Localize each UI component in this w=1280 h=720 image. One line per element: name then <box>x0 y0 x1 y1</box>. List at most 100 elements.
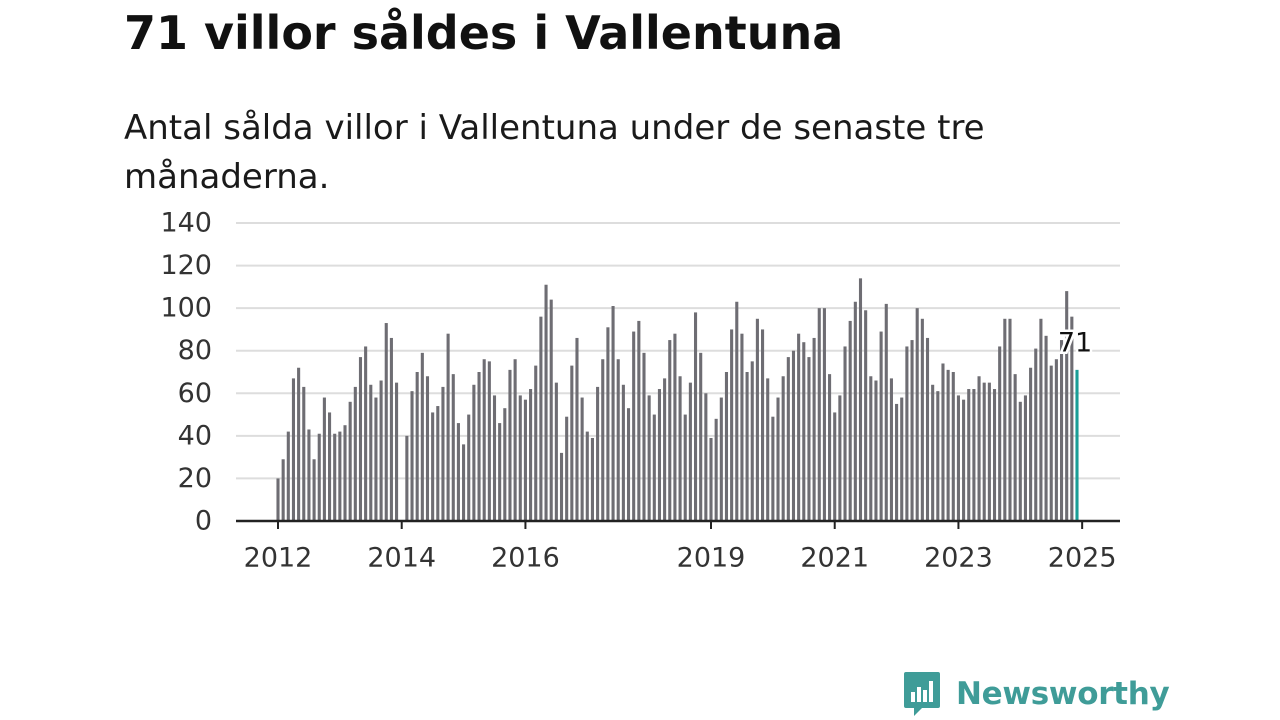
bar <box>637 320 641 521</box>
bar <box>297 367 301 521</box>
bar <box>745 372 749 521</box>
y-tick-label: 100 <box>160 293 212 324</box>
bar <box>456 423 460 521</box>
bar <box>1039 318 1043 521</box>
bar <box>833 412 837 521</box>
bar <box>699 352 703 521</box>
y-tick-label: 40 <box>178 420 212 451</box>
y-tick-label: 140 <box>160 208 212 239</box>
bar <box>626 408 631 521</box>
bar <box>776 397 780 521</box>
bar <box>663 378 667 521</box>
bar <box>802 342 806 521</box>
chart-subtitle: Antal sålda villor i Vallentuna under de… <box>124 108 985 197</box>
bar <box>693 312 698 521</box>
bar <box>920 318 924 521</box>
bar <box>967 389 971 521</box>
bar <box>544 284 548 521</box>
bar <box>441 386 445 521</box>
bar <box>735 301 739 521</box>
bar <box>956 395 960 521</box>
bar <box>791 350 796 521</box>
bar <box>874 380 878 521</box>
bar <box>982 382 986 521</box>
bar <box>503 408 507 521</box>
bar <box>838 395 842 521</box>
bar <box>946 369 950 521</box>
bar <box>513 359 517 521</box>
bar <box>972 389 976 521</box>
bar <box>858 278 863 521</box>
bar <box>312 459 316 521</box>
bar <box>910 340 914 521</box>
bar <box>683 414 687 521</box>
y-tick-label: 120 <box>160 250 212 281</box>
bar <box>281 459 285 521</box>
y-tick-label: 20 <box>178 463 212 494</box>
bar <box>348 401 352 521</box>
bar <box>575 337 579 521</box>
bar <box>915 308 919 521</box>
bar <box>291 378 296 521</box>
bar <box>828 374 832 521</box>
bar <box>843 346 847 521</box>
bar <box>807 357 811 521</box>
bar <box>951 372 955 521</box>
newsworthy-brand[interactable]: Newsworthy <box>902 670 1170 718</box>
bar <box>570 365 574 521</box>
bar <box>358 357 363 521</box>
bar <box>539 316 543 521</box>
bar <box>580 397 584 521</box>
bar <box>730 329 734 521</box>
bar <box>673 333 677 521</box>
y-tick-label: 0 <box>195 506 212 537</box>
bar <box>998 346 1002 521</box>
bar <box>523 399 527 521</box>
bar <box>864 310 868 521</box>
bar <box>987 382 991 521</box>
bar <box>925 337 930 521</box>
bar <box>724 372 729 521</box>
bar <box>704 393 708 521</box>
bar <box>1023 395 1027 521</box>
bar <box>817 308 821 521</box>
bar <box>415 372 419 521</box>
x-tick-label: 2012 <box>244 543 313 574</box>
bar <box>884 303 888 521</box>
bar <box>611 306 615 521</box>
x-tick-label: 2025 <box>1048 543 1117 574</box>
bar <box>477 372 481 521</box>
bar <box>420 352 424 521</box>
bar <box>797 333 801 521</box>
bar <box>518 395 522 521</box>
bar <box>534 365 538 521</box>
bar <box>333 433 337 521</box>
bar <box>328 412 332 521</box>
bar <box>781 376 785 521</box>
bar <box>405 435 409 521</box>
bar <box>1008 318 1012 521</box>
bar <box>492 395 497 521</box>
bar <box>678 376 682 521</box>
bar <box>879 331 883 521</box>
bar <box>565 416 569 521</box>
bar <box>1018 401 1022 521</box>
bar <box>317 433 321 521</box>
bar <box>353 386 357 521</box>
bar <box>467 414 471 521</box>
bar <box>755 318 759 521</box>
bar <box>590 437 594 521</box>
bar <box>621 384 625 521</box>
bar <box>606 327 610 521</box>
bar <box>374 397 378 521</box>
bar <box>472 384 476 521</box>
bar <box>498 423 502 521</box>
bar <box>761 329 765 521</box>
bar <box>585 431 589 521</box>
highlight-value-label: 71 <box>1058 327 1092 358</box>
bar <box>554 382 558 521</box>
bar <box>364 346 368 521</box>
bar <box>719 397 723 521</box>
bar <box>395 382 399 521</box>
bar <box>343 425 347 521</box>
